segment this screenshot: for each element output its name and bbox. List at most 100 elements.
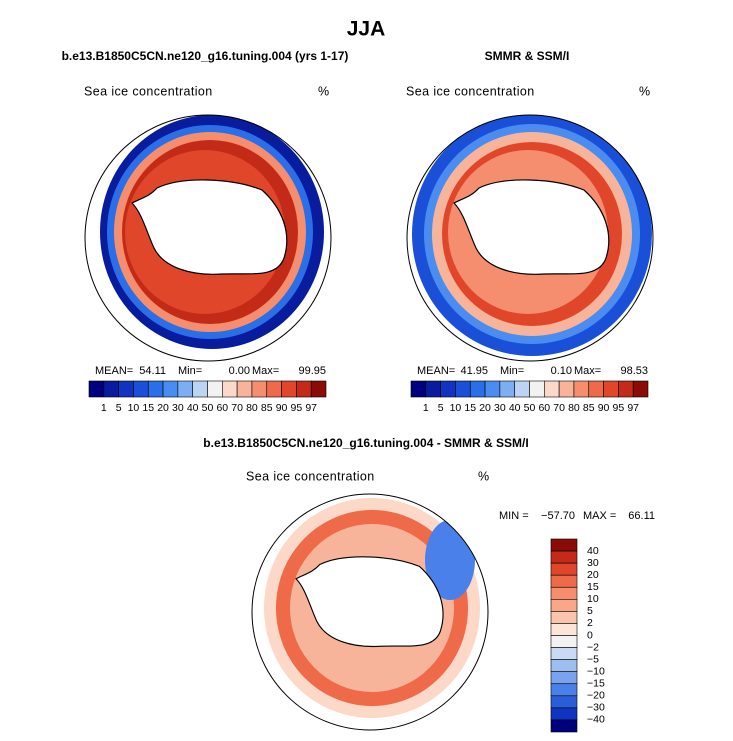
colorbar-box: [550, 707, 578, 721]
stat-value: 98.53: [620, 365, 648, 377]
colorbar-label: 60: [538, 402, 550, 414]
continent: [130, 179, 288, 275]
colorbar-box: [162, 380, 179, 398]
colorbar-label: 90: [276, 402, 288, 414]
colorbar-box: [550, 538, 578, 552]
colorbar-box: [550, 611, 578, 624]
stat-value: 41.95: [460, 365, 488, 377]
colorbar-label: −20: [587, 690, 605, 702]
colorbar-label: −40: [587, 714, 605, 726]
colorbar-box: [603, 380, 619, 398]
stat-value: 0.10: [551, 365, 572, 377]
colorbar-label: 20: [479, 402, 491, 414]
colorbar-label: 30: [172, 402, 184, 414]
colorbar-box: [550, 671, 578, 685]
colorbar-box: [514, 380, 530, 398]
colorbar-label: 95: [291, 402, 303, 414]
stat-name: MEAN=: [417, 365, 455, 377]
colorbar-box: [88, 380, 105, 398]
stat-value: 0.00: [229, 365, 250, 377]
stat-name: Min=: [178, 365, 202, 377]
colorbar-label: 40: [587, 545, 599, 557]
colorbar-label: 5: [587, 605, 593, 617]
colorbar-box: [207, 380, 223, 398]
colorbar-label: 40: [187, 402, 199, 414]
colorbar-label: 15: [464, 402, 476, 414]
colorbar-box: [550, 586, 578, 600]
variable-label: Sea ice concentration: [84, 84, 213, 98]
map-border: [251, 493, 489, 731]
figure-title: JJA: [347, 18, 386, 41]
colorbar-box: [440, 380, 456, 398]
colorbar-box: [550, 719, 578, 733]
colorbar-box: [425, 380, 441, 398]
colorbar-box: [550, 562, 578, 576]
colorbar-box: [550, 647, 578, 660]
colorbar-label: 80: [246, 402, 258, 414]
colorbar-label: 10: [587, 593, 599, 605]
colorbar-box: [192, 380, 208, 398]
colorbar-label: 1: [423, 402, 429, 414]
colorbar-label: 95: [613, 402, 625, 414]
stat-value: 66.11: [628, 510, 655, 522]
variable-label: Sea ice concentration: [246, 469, 375, 483]
colorbar-box: [550, 635, 578, 648]
stat-name: Max=: [574, 365, 601, 377]
colorbar-label: 85: [261, 402, 273, 414]
colorbar-label: 70: [553, 402, 565, 414]
units-label: %: [478, 469, 490, 483]
colorbar-label: 30: [587, 557, 599, 569]
colorbar-box: [573, 380, 590, 398]
colorbar-label: 85: [583, 402, 595, 414]
colorbar-box: [310, 380, 327, 398]
colorbar-label: 10: [128, 402, 140, 414]
colorbar-box: [281, 380, 297, 398]
colorbar-label: 15: [587, 581, 599, 593]
colorbar-box: [632, 380, 649, 398]
colorbar-label: 15: [142, 402, 154, 414]
continent: [295, 556, 444, 648]
colorbar-label: −5: [587, 653, 599, 665]
colorbar-box: [550, 550, 578, 564]
colorbar-box: [529, 380, 545, 398]
map-border: [406, 114, 654, 362]
colorbar-box: [103, 380, 119, 398]
colorbar-box: [499, 380, 515, 398]
panel-title: SMMR & SSM/I: [485, 49, 570, 63]
colorbar-box: [118, 380, 134, 398]
units-label: %: [318, 84, 330, 98]
continent: [452, 179, 610, 275]
colorbar-box: [236, 380, 253, 398]
panel-title: b.e13.B1850C5CN.ne120_g16.tuning.004 (yr…: [62, 49, 349, 63]
colorbar-label: −15: [587, 678, 605, 690]
colorbar-box: [177, 380, 193, 398]
colorbar-label: 97: [627, 402, 639, 414]
units-label: %: [639, 84, 651, 98]
stat-name: Min=: [500, 365, 524, 377]
colorbar-label: 97: [305, 402, 317, 414]
colorbar-label: −30: [587, 702, 605, 714]
colorbar-label: 5: [438, 402, 444, 414]
colorbar-label: 20: [157, 402, 169, 414]
stat-value: −57.70: [541, 510, 575, 522]
variable-label: Sea ice concentration: [406, 84, 535, 98]
colorbar-label: 1: [101, 402, 107, 414]
colorbar-box: [469, 380, 486, 398]
colorbar-box: [133, 380, 149, 398]
colorbar-box: [455, 380, 471, 398]
stat-name: MEAN=: [95, 365, 133, 377]
colorbar-label: 30: [494, 402, 506, 414]
stat-name: MAX =: [583, 510, 616, 522]
colorbar-box: [410, 380, 427, 398]
stat-name: MIN =: [499, 510, 529, 522]
colorbar-label: 50: [524, 402, 536, 414]
colorbar-label: 0: [587, 629, 593, 641]
colorbar-box: [558, 380, 575, 398]
colorbar-box: [222, 380, 238, 398]
colorbar-box: [550, 599, 578, 612]
colorbar-box: [550, 623, 578, 636]
colorbar-box: [266, 380, 282, 398]
colorbar-box: [550, 574, 578, 588]
colorbar-box: [550, 683, 578, 697]
